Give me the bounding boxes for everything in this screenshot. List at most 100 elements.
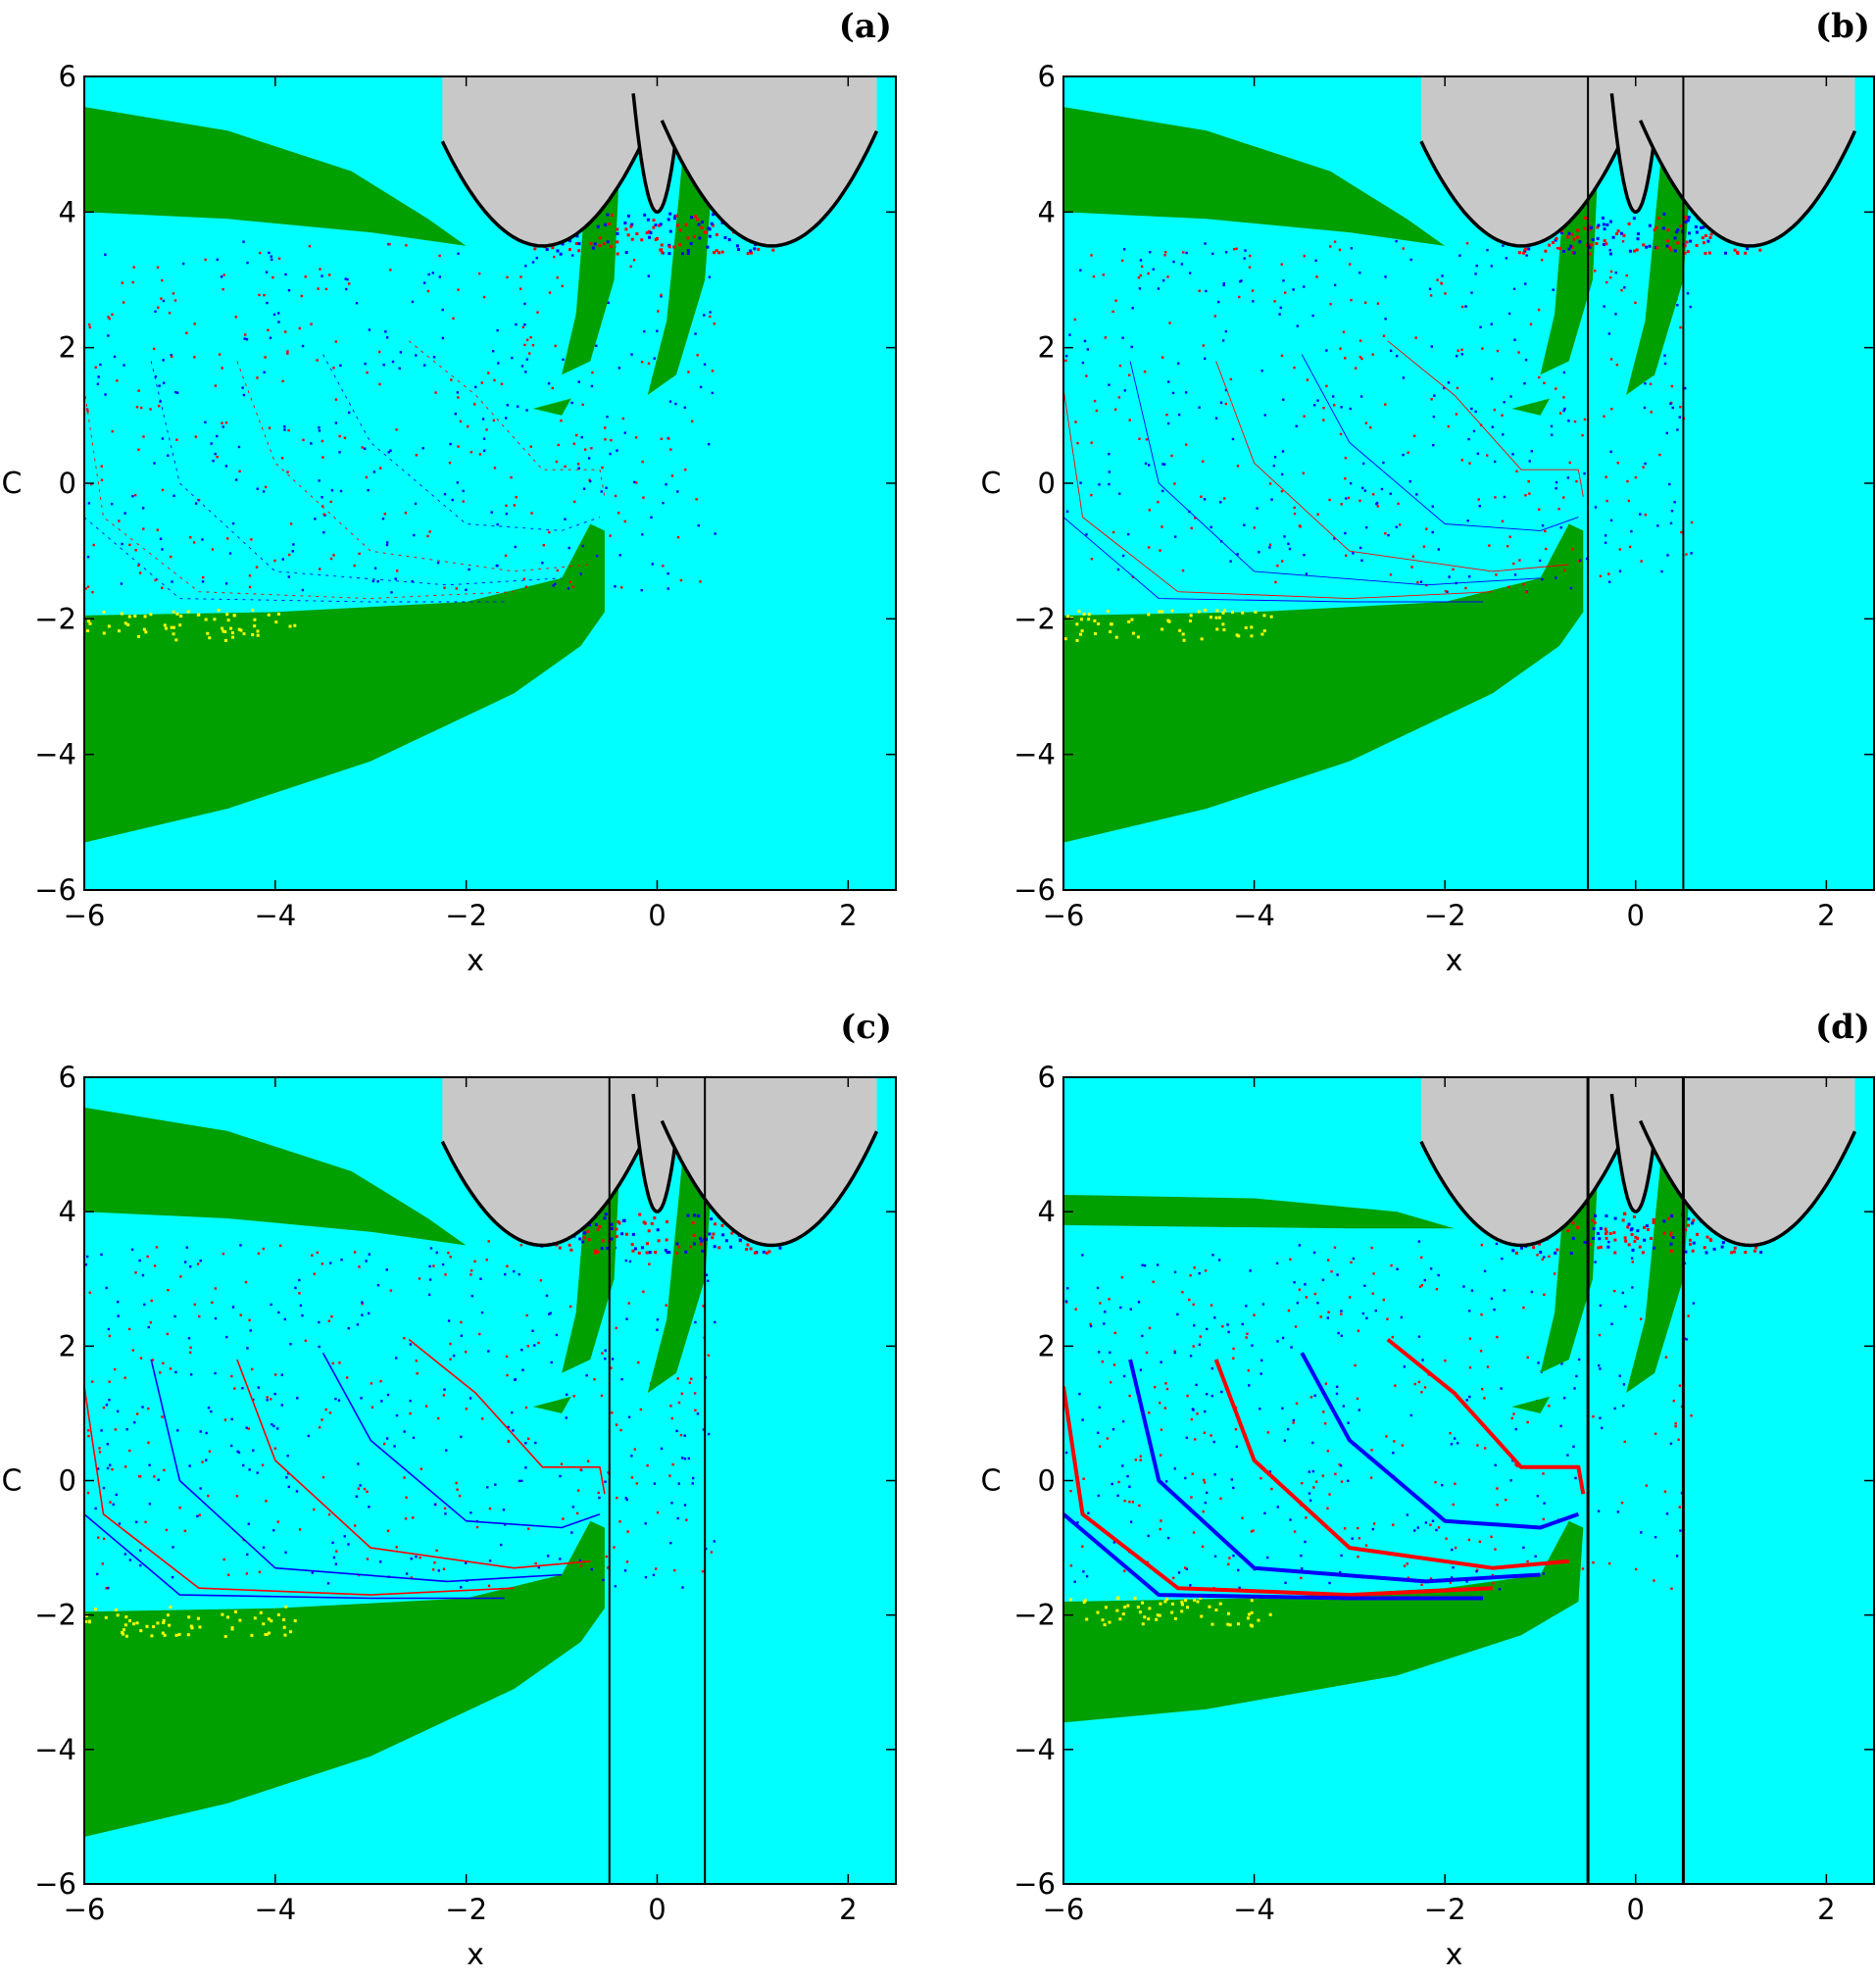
basin-point bbox=[1500, 1387, 1503, 1390]
basin-point bbox=[604, 426, 607, 429]
basin-point bbox=[524, 585, 528, 588]
basin-point bbox=[127, 1327, 131, 1331]
basin-point bbox=[575, 234, 579, 238]
basin-point bbox=[1116, 568, 1120, 571]
basin-point bbox=[1665, 239, 1669, 243]
basin-point bbox=[1456, 1442, 1459, 1445]
basin-point bbox=[165, 1528, 169, 1532]
x-tick-label: −4 bbox=[1233, 1893, 1275, 1926]
basin-point bbox=[1429, 1267, 1433, 1270]
basin-point bbox=[286, 1455, 289, 1458]
basin-point bbox=[222, 287, 224, 291]
basin-point bbox=[365, 1260, 368, 1262]
basin-point bbox=[134, 1520, 138, 1524]
basin-point bbox=[1205, 1491, 1209, 1495]
basin-point bbox=[361, 1301, 364, 1304]
basin-point bbox=[620, 586, 623, 589]
basin-point bbox=[519, 1244, 522, 1247]
basin-point bbox=[1244, 249, 1247, 252]
basin-point bbox=[318, 479, 321, 482]
speckle bbox=[1093, 632, 1097, 636]
basin-point bbox=[652, 1573, 656, 1577]
basin-point bbox=[460, 1586, 463, 1589]
basin-point bbox=[1344, 476, 1347, 480]
basin-point bbox=[193, 1303, 196, 1307]
basin-point bbox=[1096, 1286, 1100, 1290]
basin-point bbox=[1322, 1411, 1325, 1413]
basin-point bbox=[610, 1366, 613, 1369]
basin-point bbox=[1173, 1351, 1177, 1355]
speckle bbox=[242, 632, 246, 636]
basin-point bbox=[581, 1240, 585, 1244]
basin-point bbox=[1432, 443, 1435, 447]
basin-point bbox=[1553, 1272, 1556, 1275]
speckle bbox=[1173, 1616, 1177, 1620]
basin-point bbox=[86, 585, 90, 588]
basin-point bbox=[424, 1405, 428, 1408]
basin-point bbox=[1171, 1576, 1175, 1580]
basin-point bbox=[1074, 1308, 1077, 1311]
speckle bbox=[166, 1613, 170, 1617]
basin-point bbox=[245, 1572, 249, 1575]
basin-point bbox=[490, 511, 493, 514]
basin-point bbox=[210, 1410, 213, 1413]
basin-point bbox=[324, 1408, 327, 1411]
basin-point bbox=[107, 316, 110, 319]
basin-point bbox=[1410, 566, 1413, 569]
basin-point bbox=[107, 334, 110, 337]
basin-point bbox=[600, 1247, 604, 1251]
basin-point bbox=[651, 563, 654, 566]
basin-point bbox=[245, 338, 249, 341]
basin-point bbox=[426, 289, 430, 293]
basin-point bbox=[647, 1229, 651, 1233]
basin-point bbox=[444, 1273, 447, 1276]
basin-point bbox=[1569, 1252, 1573, 1256]
basin-point bbox=[1205, 1392, 1209, 1396]
basin-point bbox=[456, 481, 460, 484]
basin-point bbox=[570, 1531, 573, 1534]
basin-point bbox=[1289, 1258, 1292, 1261]
basin-point bbox=[248, 1468, 251, 1471]
basin-point bbox=[1623, 1440, 1626, 1444]
basin-point bbox=[1649, 382, 1653, 386]
basin-point bbox=[1111, 1482, 1113, 1486]
basin-point bbox=[1219, 501, 1222, 504]
speckle bbox=[1121, 1612, 1125, 1616]
basin-point bbox=[1333, 240, 1337, 243]
basin-point bbox=[1139, 1455, 1142, 1458]
basin-point bbox=[1393, 1440, 1396, 1443]
basin-point bbox=[429, 1247, 433, 1250]
basin-point bbox=[268, 251, 271, 255]
speckle bbox=[1136, 635, 1140, 639]
basin-point bbox=[457, 445, 460, 448]
basin-point bbox=[1414, 336, 1417, 339]
basin-point bbox=[601, 1239, 605, 1243]
basin-point bbox=[657, 1239, 661, 1243]
basin-point bbox=[1160, 1519, 1162, 1522]
basin-point bbox=[87, 1434, 90, 1438]
basin-point bbox=[364, 447, 367, 450]
basin-point bbox=[673, 1568, 676, 1572]
speckle bbox=[163, 623, 167, 627]
basin-point bbox=[1661, 226, 1665, 230]
basin-point bbox=[526, 1345, 530, 1348]
basin-point bbox=[1113, 1331, 1116, 1335]
basin-filament bbox=[408, 1338, 606, 1495]
lower-island bbox=[1063, 1520, 1584, 1723]
basin-point bbox=[660, 243, 664, 247]
basin-point bbox=[1229, 377, 1233, 381]
basin-point bbox=[703, 363, 707, 366]
basin-point bbox=[616, 1496, 618, 1500]
y-tick-label: −6 bbox=[34, 873, 76, 907]
basin-point bbox=[258, 251, 262, 255]
basin-point bbox=[199, 1260, 202, 1262]
basin-point bbox=[321, 1476, 325, 1479]
basin-point bbox=[1634, 475, 1638, 479]
basin-point bbox=[222, 425, 224, 428]
basin-point bbox=[643, 213, 647, 217]
basin-point bbox=[469, 451, 473, 454]
basin-point bbox=[1374, 1309, 1377, 1312]
basin-point bbox=[1246, 1332, 1249, 1335]
basin-point bbox=[1102, 273, 1106, 276]
basin-point bbox=[1566, 476, 1570, 479]
